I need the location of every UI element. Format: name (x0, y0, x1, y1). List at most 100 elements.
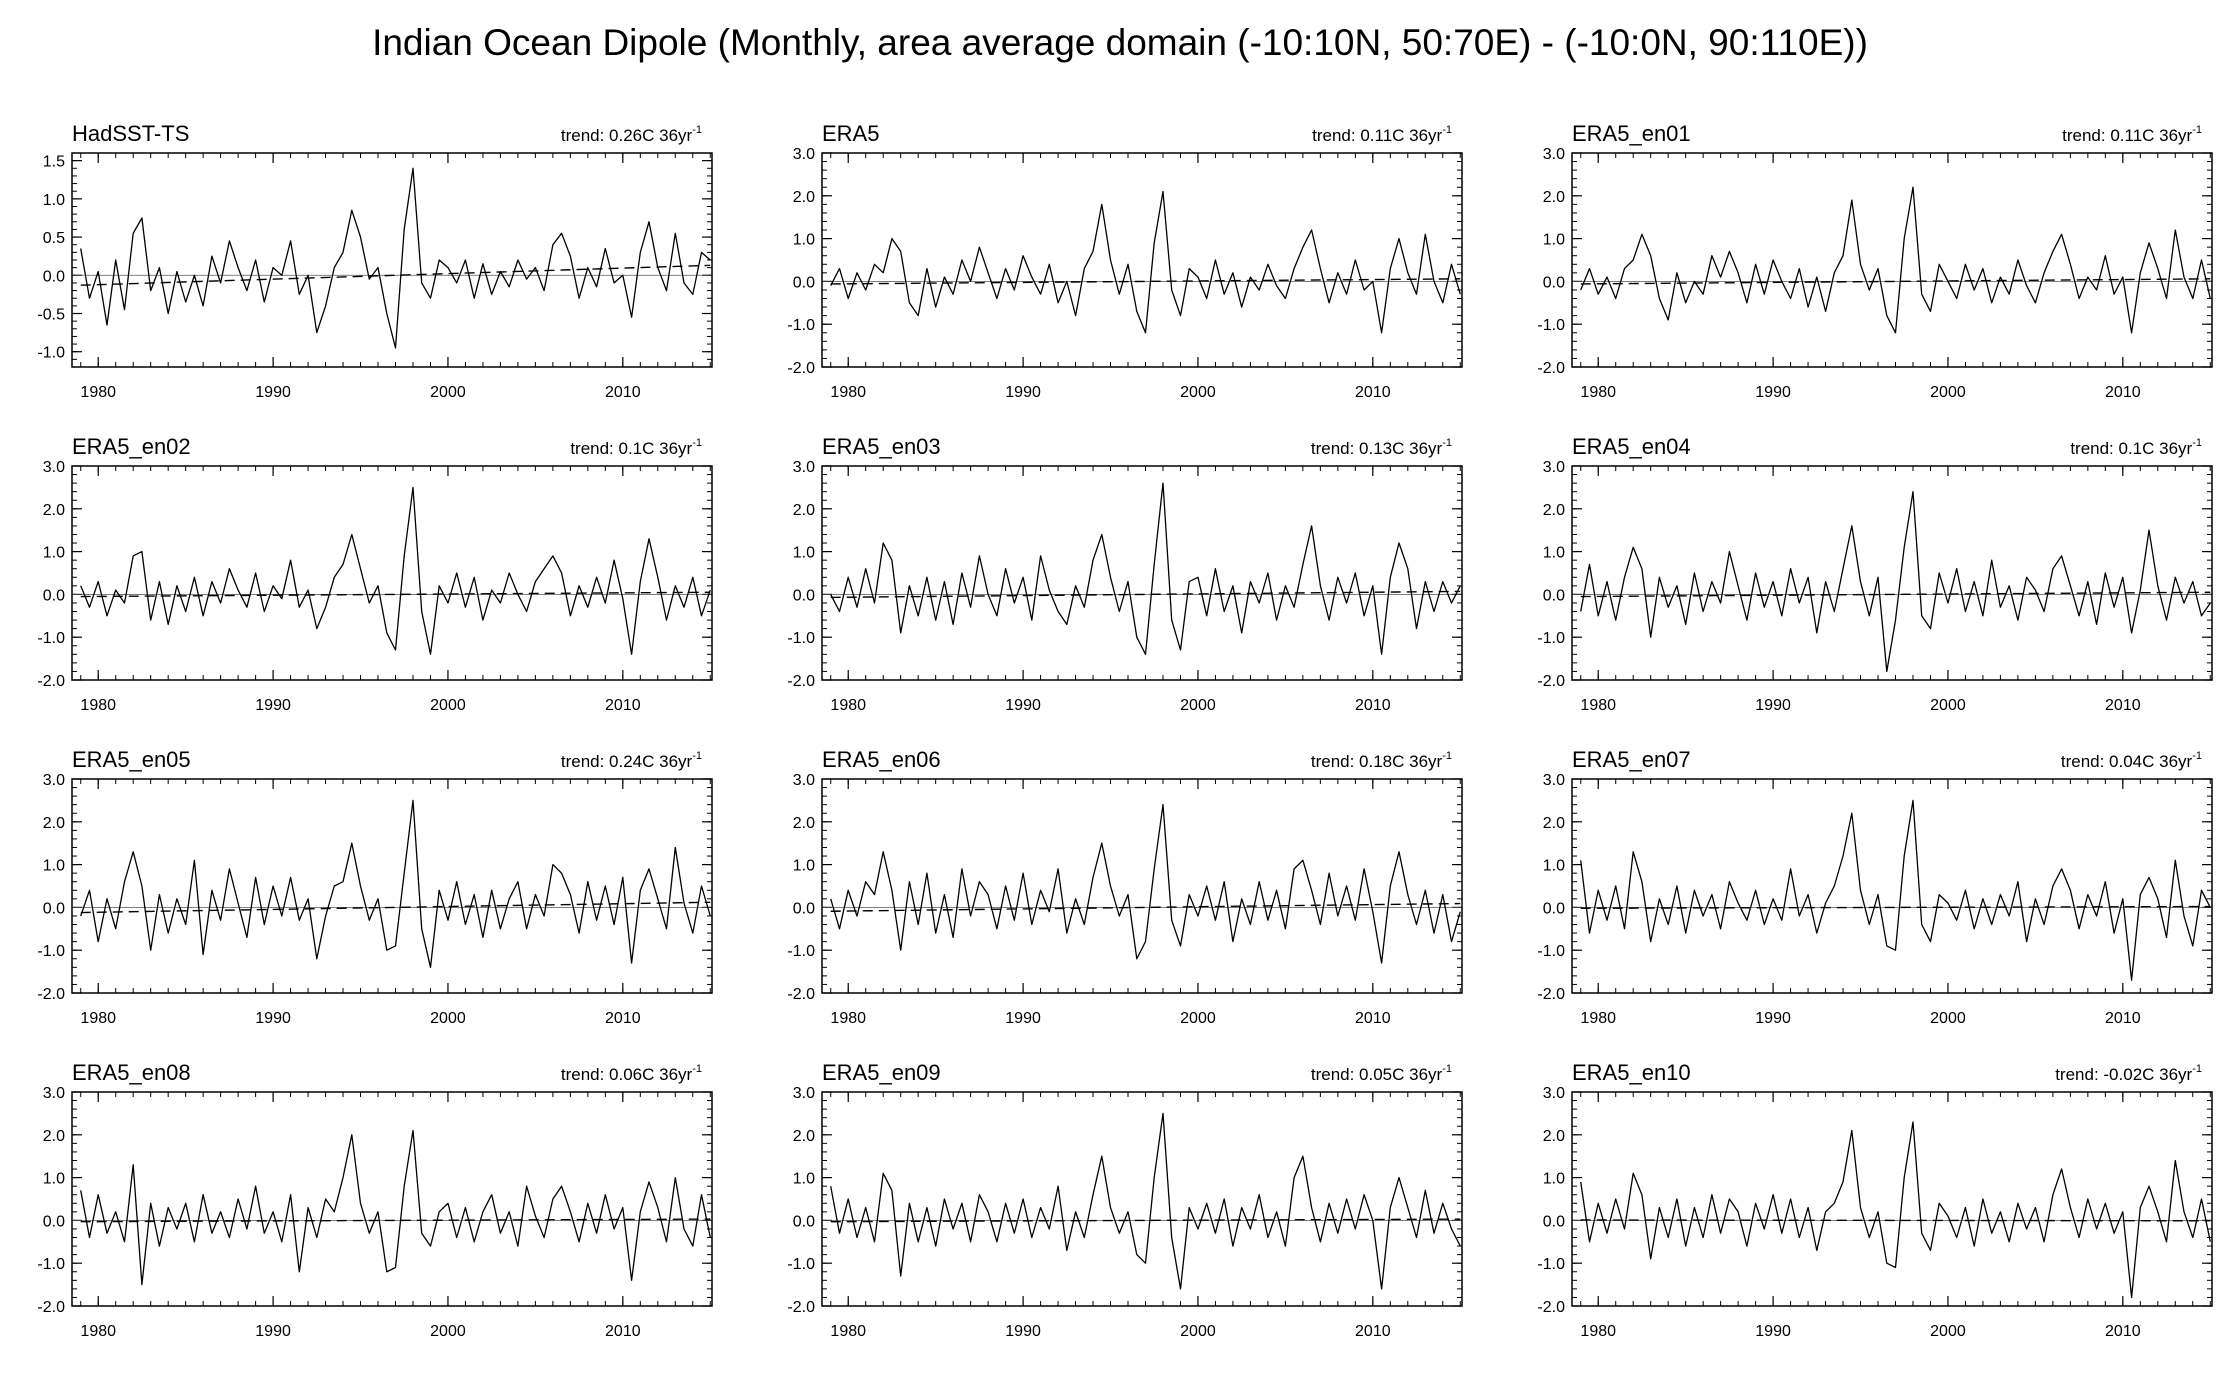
y-tick-label: 3.0 (793, 772, 815, 789)
panel-6: ERA5_en04 trend: 0.1C 36yr-1 -2.0 -1.0 0.0 1.… (1537, 434, 2213, 714)
trend-annotation: trend: 0.05C 36yr-1 (1311, 1063, 1452, 1084)
series-line (1580, 1121, 2211, 1299)
plot-frame (821, 778, 1463, 994)
y-tick-label: 0.0 (1543, 1213, 1565, 1230)
y-tick-label: 2.0 (43, 815, 65, 832)
plot-frame (1571, 152, 2213, 368)
panel-12: ERA5_en10 trend: -0.02C 36yr-1 -2.0 -1.0 0.0… (1537, 1060, 2213, 1340)
x-tick-label: 2000 (1930, 697, 1966, 714)
series-line (830, 190, 1461, 334)
trend-superscript: -1 (2192, 124, 2202, 136)
panel-title: ERA5_en02 (72, 434, 191, 459)
x-tick-label: 2000 (1180, 697, 1216, 714)
y-tick-label: -2.0 (37, 673, 65, 690)
y-tick-label: 1.0 (793, 858, 815, 875)
series-line (80, 799, 711, 968)
x-tick-label: 1980 (80, 1323, 116, 1340)
series-line (830, 804, 1461, 964)
x-tick-label: 2010 (1355, 697, 1391, 714)
y-tick-label: 0.0 (793, 1213, 815, 1230)
y-tick-label: -1.0 (787, 943, 815, 960)
y-tick-label: -1.0 (1537, 317, 1565, 334)
x-tick-label: 2010 (605, 697, 641, 714)
panel-title: ERA5_en07 (1572, 747, 1691, 772)
x-tick-label: 2010 (2105, 1010, 2141, 1027)
y-tick-label: 2.0 (1543, 502, 1565, 519)
y-tick-label: 1.0 (1543, 1171, 1565, 1188)
series-line (1580, 186, 2211, 334)
trend-superscript: -1 (2192, 750, 2202, 762)
y-tick-label: 3.0 (1543, 1085, 1565, 1102)
plot-frame (71, 465, 713, 681)
trend-line (830, 590, 1461, 599)
trend-line (80, 264, 711, 286)
figure-title: Indian Ocean Dipole (Monthly, area avera… (372, 22, 1868, 63)
x-tick-label: 2010 (1355, 1010, 1391, 1027)
y-tick-label: 3.0 (1543, 459, 1565, 476)
trend-line (1580, 278, 2211, 285)
y-tick-label: 3.0 (1543, 772, 1565, 789)
trend-superscript: -1 (692, 124, 702, 136)
y-tick-label: -2.0 (787, 360, 815, 377)
y-tick-label: 2.0 (793, 815, 815, 832)
series-line (1580, 799, 2211, 981)
panel-title: ERA5_en09 (822, 1060, 941, 1085)
y-tick-label: 3.0 (1543, 146, 1565, 163)
plot-frame (1571, 465, 2213, 681)
y-tick-label: 0.0 (1543, 900, 1565, 917)
trend-annotation: trend: 0.04C 36yr-1 (2061, 750, 2202, 771)
y-tick-label: 1.0 (43, 192, 65, 209)
x-tick-label: 1980 (1580, 1010, 1616, 1027)
panel-10: ERA5_en08 trend: 0.06C 36yr-1 -2.0 -1.0 0.0 1… (37, 1060, 713, 1340)
panel-7: ERA5_en05 trend: 0.24C 36yr-1 -2.0 -1.0 0.0 1… (37, 747, 713, 1027)
y-tick-label: -2.0 (1537, 986, 1565, 1003)
y-tick-label: -2.0 (37, 986, 65, 1003)
y-tick-label: 3.0 (793, 459, 815, 476)
trend-line (1580, 1219, 2211, 1222)
trend-superscript: -1 (1442, 750, 1452, 762)
plot-frame (821, 152, 1463, 368)
y-tick-label: -1.0 (37, 1256, 65, 1273)
trend-line (1580, 905, 2211, 909)
x-tick-label: 1980 (80, 697, 116, 714)
y-tick-label: 0.0 (43, 900, 65, 917)
y-tick-label: 0.0 (793, 274, 815, 291)
panel-title: ERA5_en05 (72, 747, 191, 772)
y-tick-label: -2.0 (37, 1299, 65, 1316)
x-tick-label: 1980 (1580, 384, 1616, 401)
y-tick-label: 2.0 (793, 502, 815, 519)
trend-annotation: trend: 0.11C 36yr-1 (1312, 124, 1452, 145)
y-tick-label: -0.5 (37, 307, 65, 324)
y-tick-label: -1.0 (787, 1256, 815, 1273)
y-tick-label: -1.0 (787, 630, 815, 647)
trend-line (80, 591, 711, 598)
x-tick-label: 1980 (830, 1323, 866, 1340)
trend-annotation: trend: -0.02C 36yr-1 (2055, 1063, 2202, 1084)
y-tick-label: 2.0 (793, 1128, 815, 1145)
y-tick-label: -2.0 (1537, 1299, 1565, 1316)
trend-line (830, 902, 1461, 912)
plot-frame (71, 778, 713, 994)
series-line (830, 1112, 1461, 1290)
y-tick-label: -1.0 (1537, 630, 1565, 647)
series-line (830, 482, 1461, 655)
trend-annotation: trend: 0.26C 36yr-1 (561, 124, 702, 145)
y-tick-label: 1.0 (793, 232, 815, 249)
trend-superscript: -1 (2192, 1063, 2202, 1075)
plot-frame (1571, 778, 2213, 994)
y-tick-label: -1.0 (1537, 943, 1565, 960)
x-tick-label: 2000 (430, 1010, 466, 1027)
x-tick-label: 1980 (830, 1010, 866, 1027)
x-tick-label: 2010 (1355, 1323, 1391, 1340)
y-tick-label: 3.0 (43, 772, 65, 789)
y-tick-label: 1.0 (793, 545, 815, 562)
trend-annotation: trend: 0.13C 36yr-1 (1311, 437, 1452, 458)
x-tick-label: 1990 (1755, 384, 1791, 401)
trend-annotation: trend: 0.11C 36yr-1 (2062, 124, 2202, 145)
y-tick-label: 0.0 (793, 900, 815, 917)
trend-line (830, 278, 1461, 285)
x-tick-label: 2000 (430, 1323, 466, 1340)
y-tick-label: 0.0 (43, 1213, 65, 1230)
x-tick-label: 2000 (1930, 1323, 1966, 1340)
